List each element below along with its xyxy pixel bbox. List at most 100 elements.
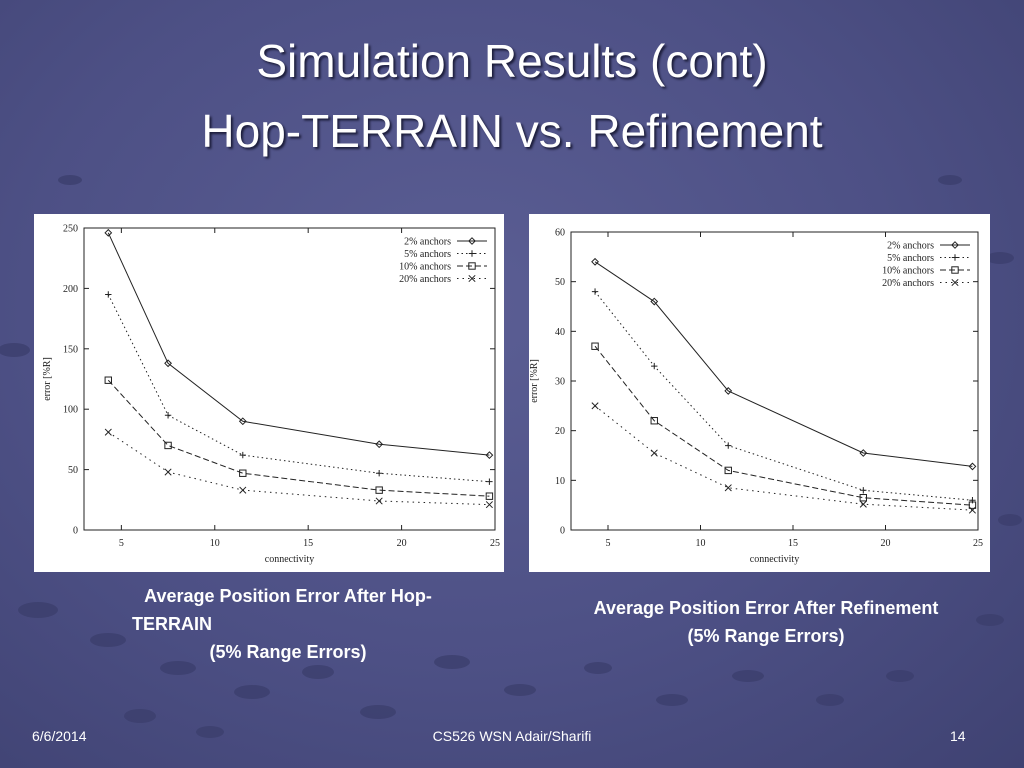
caption-right-line2: (5% Range Errors) [687,626,845,646]
caption-left-line2: TERRAIN [132,614,212,634]
legend-label: 20% anchors [399,274,451,285]
data-point [239,486,247,494]
data-point [859,449,868,457]
x-tick-label: 20 [881,538,891,549]
data-point [375,486,383,494]
y-tick-label: 50 [68,465,78,476]
data-point [375,440,384,449]
data-point [591,288,599,295]
x-tick-label: 15 [303,538,313,549]
data-point [238,417,247,426]
series-line [594,261,973,467]
data-point [485,451,494,460]
data-point [239,451,246,459]
x-tick-label: 25 [973,538,983,549]
slide-title-line2: Hop-TERRAIN vs. Refinement [201,105,823,157]
data-point [164,468,172,476]
data-point [968,501,977,509]
x-tick-label: 10 [210,538,220,549]
footer-date: 6/6/2014 [32,728,87,744]
chart-panel-hop-terrain: 5 10 15 20 25 0 50 100 150 200 250 connectivity erro… [34,214,504,572]
data-point [104,428,112,436]
data-point [591,257,599,266]
series-20-anchors [104,428,493,509]
y-tick-label: 30 [555,377,565,388]
data-point [859,494,868,502]
series-10-anchors [591,342,977,509]
x-tick-label: 5 [119,538,124,549]
y-tick-label: 10 [555,476,565,487]
data-point [651,362,658,370]
data-point [375,497,383,505]
data-point [859,500,867,508]
series-2-anchors [591,257,977,471]
chart-hop-terrain: 5 10 15 20 25050100150200250connectivityerro… [42,224,500,566]
legend-marker [951,278,959,287]
footer-page-number: 14 [950,728,966,744]
x-tick-label: 10 [696,538,706,549]
x-axis-label: connectivity [265,554,314,565]
data-point [591,342,599,350]
legend-label: 10% anchors [882,266,934,277]
data-point [164,412,172,419]
y-tick-label: 0 [560,526,565,537]
data-point [591,402,599,410]
footer-course: CS526 WSN Adair/Sharifi [432,728,592,744]
y-tick-label: 60 [555,228,565,239]
caption-right-line1: Average Position Error After Refinement [593,598,939,618]
x-tick-label: 25 [490,538,500,549]
y-axis-label: error [%R] [529,359,540,403]
legend-label: 2% anchors [887,241,934,252]
data-point [486,478,493,485]
y-axis-label: error [%R] [42,357,53,401]
series-line [594,345,973,506]
legend-marker [951,241,959,249]
data-point [860,487,867,494]
series-20-anchors [591,402,977,514]
caption-left-line3: (5% Range Errors) [209,642,367,662]
data-point [650,417,658,425]
legend-marker [468,262,476,270]
legend-marker [468,274,476,283]
data-point [104,376,112,384]
x-axis-label: connectivity [750,554,799,565]
data-point [724,387,733,395]
data-point [485,501,493,509]
legend-label: 20% anchors [882,278,934,289]
legend-label: 5% anchors [404,249,451,260]
x-tick-label: 5 [606,538,611,549]
legend-label: 5% anchors [887,253,934,264]
legend-marker [951,254,959,261]
series-5-anchors [591,288,976,504]
slide-title-line1: Simulation Results (cont) [256,35,768,87]
data-point [105,291,112,298]
data-point [239,469,247,477]
series-10-anchors [104,376,494,500]
chart-refinement: 5 10 15 20 25 0 10 20 30 40 50 60 connectivity error … [529,228,983,566]
data-point [968,462,977,471]
data-point [724,466,732,475]
legend-marker [468,250,476,257]
data-point [485,492,494,500]
x-tick-label: 15 [788,538,798,549]
y-tick-label: 20 [555,426,565,437]
caption-left-line1: Average Position Error After Hop- [144,586,432,606]
data-point [164,441,172,450]
caption-hop-terrain: Average Position Error After Hop- TERRAI… [98,582,478,666]
y-tick-label: 200 [63,284,78,295]
data-point [968,506,977,514]
legend-marker [468,237,476,245]
series-line [107,379,490,497]
y-tick-label: 40 [555,327,565,338]
data-point [650,297,659,306]
data-point [650,449,658,457]
y-tick-label: 150 [63,344,78,355]
legend-label: 2% anchors [404,237,451,248]
y-tick-label: 50 [555,277,565,288]
series-line [107,294,490,483]
data-point [375,470,383,477]
legend-label: 10% anchors [399,262,451,273]
series-line [594,405,973,511]
